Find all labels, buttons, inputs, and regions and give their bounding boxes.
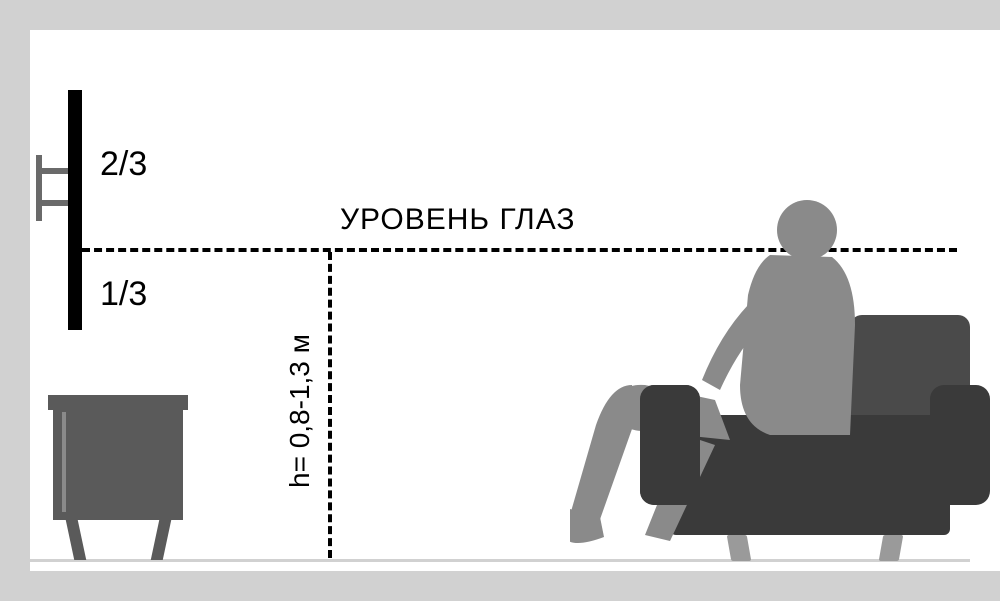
fraction-below-label: 1/3 <box>100 275 147 314</box>
tv-mount-arm <box>40 200 68 206</box>
frame-top <box>0 0 1000 30</box>
tv-mount-back <box>36 155 42 221</box>
height-label: h= 0,8-1,3 м <box>284 334 316 488</box>
eye-level-label: УРОВЕНЬ ГЛАЗ <box>340 203 576 237</box>
height-line <box>328 252 332 558</box>
tv-mount-arm <box>40 168 68 174</box>
frame-left <box>0 0 30 601</box>
tv-screen <box>68 90 82 330</box>
fraction-above-label: 2/3 <box>100 145 147 184</box>
person-on-sofa-icon <box>570 185 1000 565</box>
tv-cabinet-leg <box>66 520 87 560</box>
tv-cabinet-leg <box>151 520 172 560</box>
frame-bottom <box>0 571 1000 601</box>
tv-cabinet <box>53 400 183 520</box>
tv-cabinet-highlight <box>62 412 66 512</box>
